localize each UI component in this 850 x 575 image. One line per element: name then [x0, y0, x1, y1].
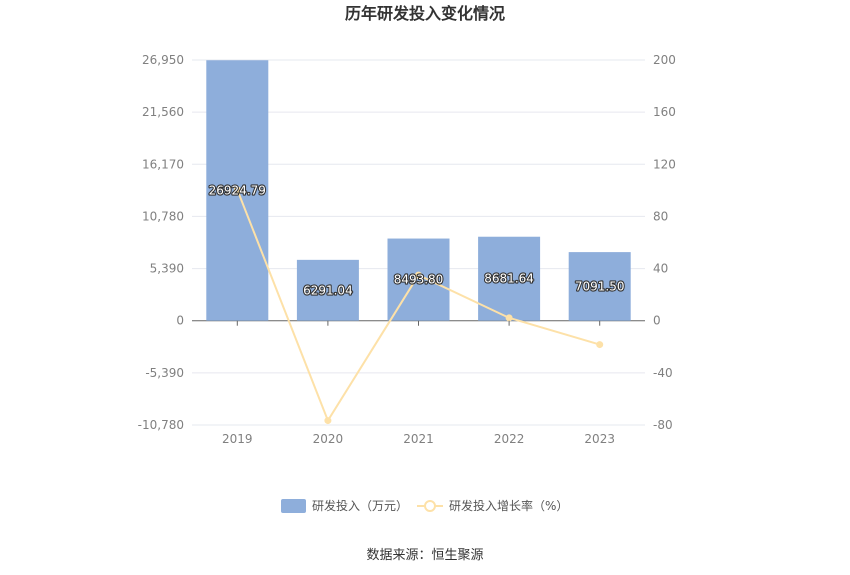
bar-labels: 26924.79 6291.04 8493.80 8681.64 7091.50 [208, 182, 626, 298]
left-tick-label: 26,950 [142, 53, 184, 67]
left-tick-label: -5,390 [145, 366, 184, 380]
x-tick-label: 2020 [313, 432, 344, 446]
right-tick-label: 160 [653, 105, 676, 119]
bar-value-label: 26924.79 [209, 183, 266, 197]
bar-value-label: 8493.80 [394, 273, 444, 287]
right-tick-label: 120 [653, 157, 676, 171]
bar-value-label: 6291.04 [303, 283, 353, 297]
right-y-axis: 200 160 120 80 40 0 -40 -80 [653, 53, 676, 432]
x-tick-label: 2023 [584, 432, 615, 446]
left-tick-label: -10,780 [138, 418, 184, 432]
data-source: 数据来源：恒生聚源 [366, 548, 483, 563]
bar-value-label: 8681.64 [484, 272, 534, 286]
left-tick-label: 5,390 [150, 262, 184, 276]
legend-item-bar[interactable]: 研发投入（万元） [281, 498, 408, 513]
right-tick-label: 40 [653, 262, 668, 276]
line-series [233, 186, 604, 425]
growth-rate-point[interactable] [596, 341, 604, 349]
legend-bar-label: 研发投入（万元） [312, 498, 408, 513]
bar[interactable] [568, 252, 631, 321]
left-tick-label: 16,170 [142, 157, 184, 171]
x-tick-label: 2019 [222, 432, 253, 446]
growth-rate-point[interactable] [233, 186, 241, 194]
bar[interactable] [478, 236, 541, 321]
growth-rate-point[interactable] [324, 417, 332, 425]
legend-line-marker [424, 500, 436, 512]
right-tick-label: 0 [653, 314, 661, 328]
right-tick-label: 80 [653, 209, 668, 223]
left-y-axis: 26,950 21,560 16,170 10,780 5,390 0 -5,390 -10,… [138, 53, 184, 432]
right-tick-label: -80 [653, 418, 673, 432]
bar-value-label: 7091.50 [575, 279, 625, 293]
legend-line-label: 研发投入增长率（%） [449, 498, 568, 513]
growth-rate-point[interactable] [505, 314, 513, 322]
right-tick-label: 200 [653, 53, 676, 67]
legend-item-line[interactable]: 研发投入增长率（%） [417, 498, 568, 513]
left-tick-label: 0 [176, 314, 184, 328]
x-axis: 2019 2020 2021 2022 2023 [222, 320, 615, 446]
chart-title: 历年研发投入变化情况 [345, 4, 505, 23]
growth-rate-point[interactable] [415, 271, 422, 279]
left-tick-label: 21,560 [142, 105, 184, 119]
right-tick-label: -40 [653, 366, 673, 380]
x-tick-label: 2021 [403, 432, 434, 446]
bar-series [206, 60, 631, 321]
left-tick-label: 10,780 [142, 209, 184, 223]
legend: 研发投入（万元） 研发投入增长率（%） [281, 498, 568, 513]
bar[interactable] [296, 259, 359, 321]
legend-bar-swatch [281, 499, 306, 513]
x-tick-label: 2022 [494, 432, 525, 446]
